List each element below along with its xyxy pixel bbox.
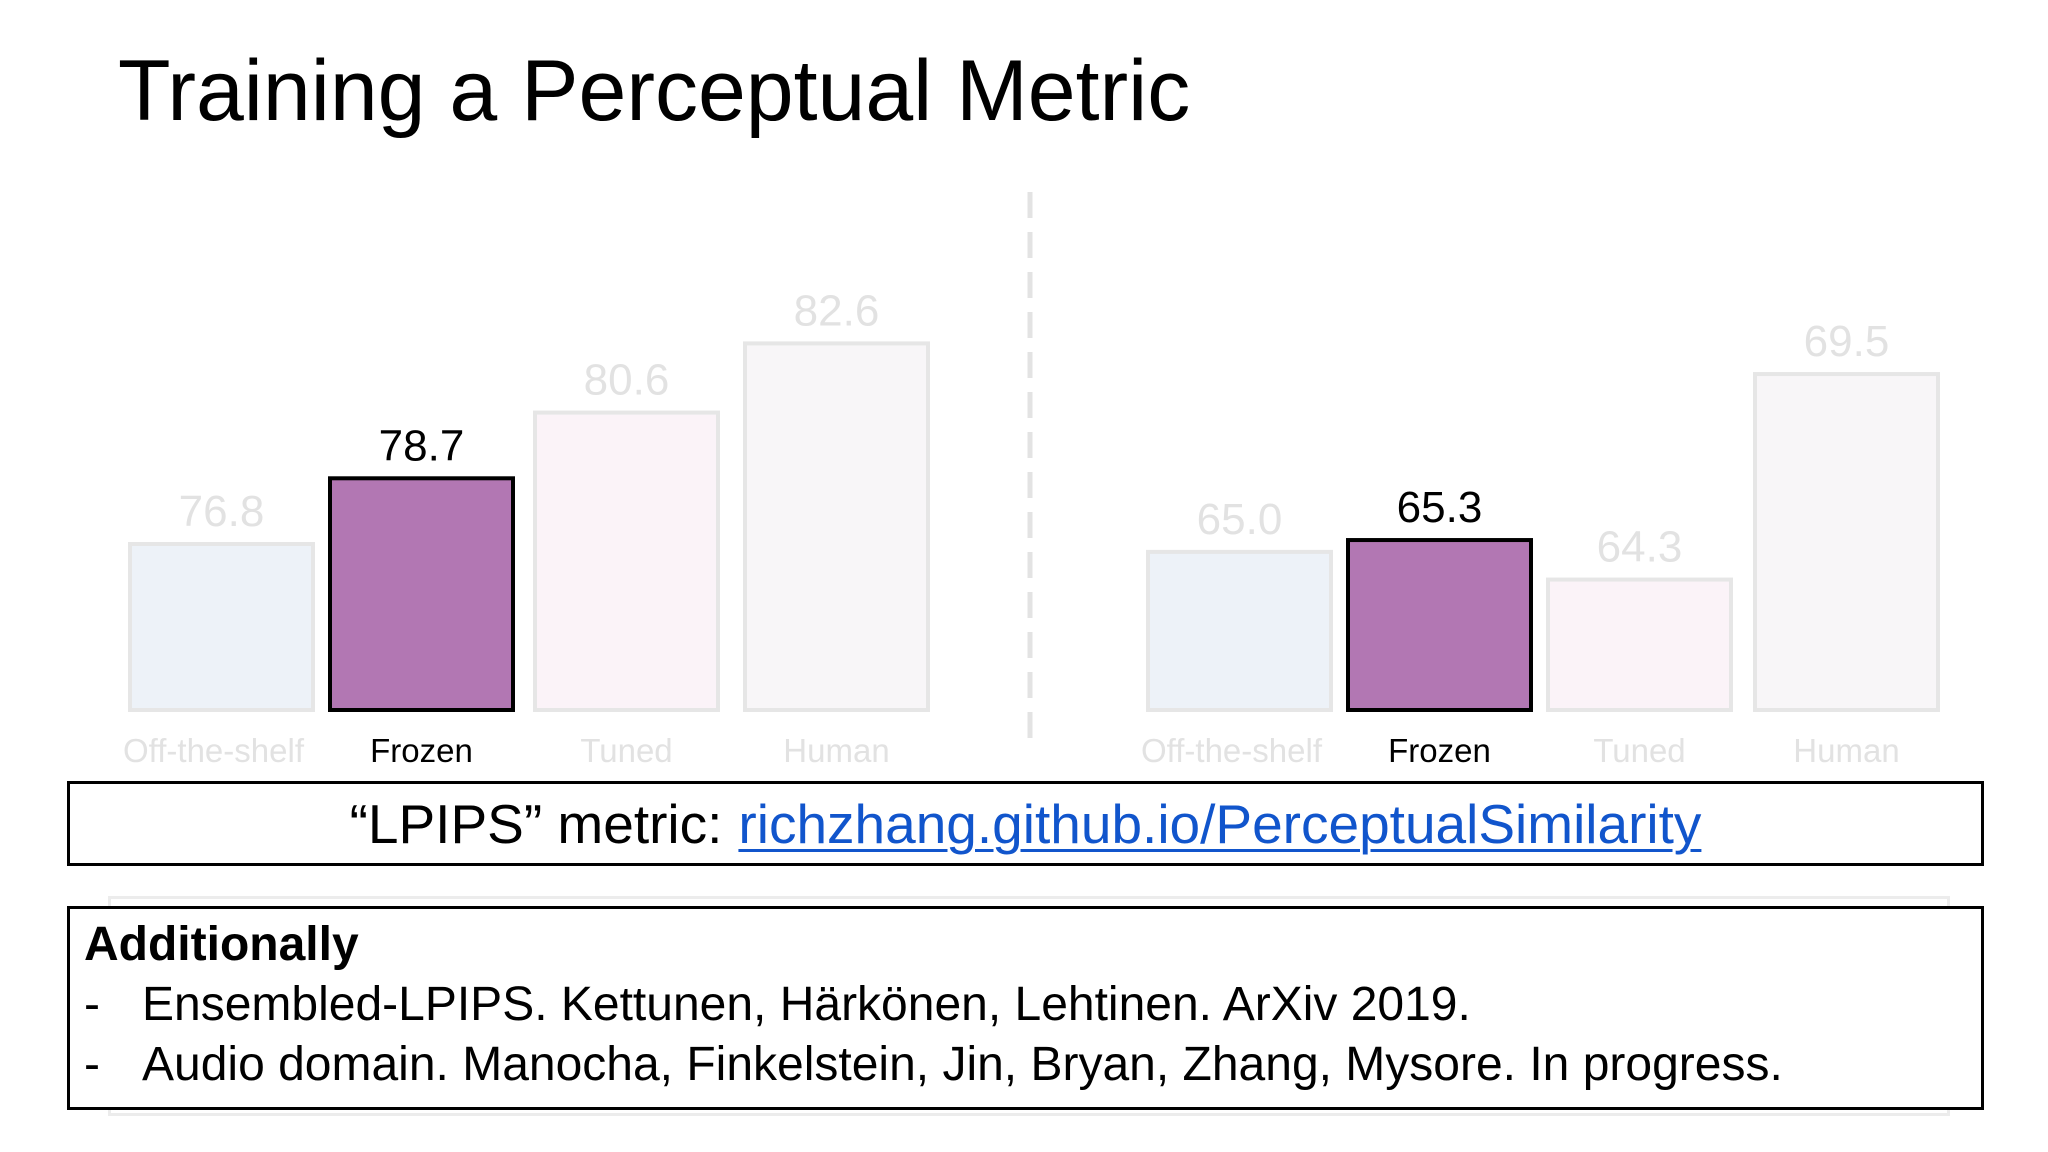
list-dash: - bbox=[84, 978, 100, 1031]
value-label-off-the-shelf-chart1: 76.8 bbox=[179, 487, 265, 536]
list-item-text: Ensembled-LPIPS. Kettunen, Härkönen, Leh… bbox=[142, 978, 1471, 1031]
slide-title: Training a Perceptual Metric bbox=[118, 43, 1191, 139]
value-label-frozen-chart2: 65.3 bbox=[1397, 483, 1483, 532]
category-label-human-chart2: Human bbox=[1793, 732, 1899, 769]
lpips-metric-box: “LPIPS” metric: richzhang.github.io/Perc… bbox=[67, 781, 1984, 866]
lpips-link[interactable]: richzhang.github.io/PerceptualSimilarity bbox=[738, 792, 1702, 855]
bar-human-chart2 bbox=[1753, 372, 1940, 712]
category-label-frozen-chart2: Frozen bbox=[1388, 732, 1491, 769]
list-item: - Audio domain. Manocha, Finkelstein, Ji… bbox=[84, 1035, 1967, 1095]
value-label-off-the-shelf-chart2: 65.0 bbox=[1197, 495, 1283, 544]
list-item: - Ensembled-LPIPS. Kettunen, Härkönen, L… bbox=[84, 975, 1967, 1035]
category-label-tuned-chart1: Tuned bbox=[580, 732, 672, 769]
value-label-tuned-chart2: 64.3 bbox=[1597, 523, 1683, 572]
bar-frozen-chart2 bbox=[1346, 538, 1533, 712]
category-label-off-the-shelf-chart2: Off-the-shelf bbox=[1141, 732, 1323, 769]
category-label-off-the-shelf-chart1: Off-the-shelf bbox=[123, 732, 305, 769]
bar-frozen-chart1 bbox=[328, 476, 515, 712]
bar-charts: 76.8 Off-the-shelf 78.7 Frozen 80.6 Tuned 82.6… bbox=[123, 192, 1940, 769]
bar-human-chart1 bbox=[743, 341, 930, 712]
additionally-box: Additionally - Ensembled-LPIPS. Kettunen… bbox=[67, 906, 1984, 1110]
bar-tuned-chart2 bbox=[1546, 577, 1733, 712]
list-item-text: Audio domain. Manocha, Finkelstein, Jin,… bbox=[142, 1038, 1783, 1091]
category-label-frozen-chart1: Frozen bbox=[370, 732, 473, 769]
additionally-heading: Additionally bbox=[84, 918, 359, 971]
value-label-tuned-chart1: 80.6 bbox=[584, 356, 670, 405]
bar-tuned-chart1 bbox=[533, 410, 720, 712]
bar-off-the-shelf-chart1 bbox=[128, 542, 315, 712]
bar-off-the-shelf-chart2 bbox=[1146, 549, 1333, 713]
value-label-human-chart1: 82.6 bbox=[794, 286, 880, 335]
category-label-tuned-chart2: Tuned bbox=[1593, 732, 1685, 769]
list-dash: - bbox=[84, 1038, 100, 1091]
value-label-frozen-chart1: 78.7 bbox=[379, 421, 465, 470]
value-label-human-chart2: 69.5 bbox=[1804, 317, 1890, 366]
lpips-prefix: “LPIPS” metric: bbox=[349, 792, 723, 855]
category-label-human-chart1: Human bbox=[783, 732, 889, 769]
